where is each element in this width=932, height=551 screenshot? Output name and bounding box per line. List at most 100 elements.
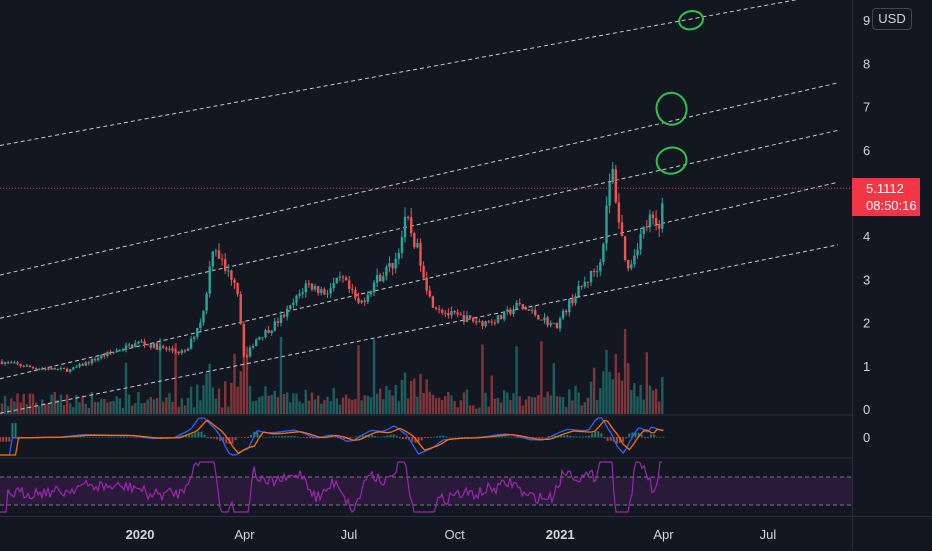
- macd-histogram-bar: [234, 437, 237, 441]
- volume-bar: [320, 403, 323, 414]
- volume-bar: [292, 393, 295, 414]
- volume-bar: [78, 402, 81, 414]
- macd-histogram-bar: [219, 437, 222, 441]
- candle-body: [103, 355, 106, 357]
- macd-histogram-bar: [216, 437, 218, 440]
- candle-body: [78, 364, 81, 367]
- candle-body: [75, 366, 78, 368]
- macd-histogram-bar: [457, 436, 460, 438]
- volume-bar: [425, 379, 428, 414]
- trendline-2[interactable]: [0, 181, 839, 380]
- candle-body: [623, 236, 627, 260]
- candle-body: [475, 321, 478, 323]
- candle-body: [561, 310, 565, 319]
- candle-body: [568, 299, 571, 313]
- volume-bar: [499, 402, 503, 414]
- volume-bar: [236, 386, 239, 414]
- macd-histogram-bar: [309, 437, 311, 439]
- candle-body: [431, 296, 435, 308]
- candle-body: [13, 362, 16, 364]
- annotation-markers[interactable]: [654, 9, 705, 177]
- macd-histogram-bar: [380, 436, 383, 438]
- volume-bar: [41, 399, 44, 414]
- trendline-5[interactable]: [0, 0, 838, 146]
- candle-body: [661, 203, 664, 229]
- trendline-1[interactable]: [0, 244, 839, 414]
- volume-bar: [382, 399, 385, 414]
- volume-bar: [456, 407, 459, 414]
- macd-histogram-bar: [160, 437, 163, 438]
- price-axis[interactable]: [852, 0, 932, 550]
- volume-bar: [193, 407, 196, 414]
- volume-bar: [208, 363, 211, 414]
- trendline-3[interactable]: [0, 129, 839, 319]
- volume-bar: [472, 405, 475, 414]
- macd-histogram-bar: [501, 436, 504, 438]
- volume-bar: [596, 399, 599, 414]
- candle-body: [651, 214, 655, 219]
- volume-bar: [372, 339, 376, 414]
- macd-histogram-bar: [646, 437, 649, 439]
- volume-bar: [267, 395, 270, 414]
- volume-bar: [574, 385, 577, 414]
- volume-bar: [149, 396, 152, 414]
- candle-body: [317, 286, 320, 293]
- volume-bar: [134, 402, 137, 414]
- volume-bar: [25, 404, 28, 414]
- macd-histogram-bar: [436, 436, 439, 438]
- candle-body: [487, 321, 490, 323]
- volume-bar: [282, 393, 286, 414]
- trendline-4[interactable]: [0, 82, 839, 276]
- volume-bar: [543, 397, 546, 414]
- volume-bar: [465, 389, 469, 414]
- macd-histogram-bar: [367, 435, 370, 438]
- candle-body: [332, 283, 335, 289]
- candle-body: [205, 293, 208, 311]
- marker-circle-3[interactable]: [677, 9, 704, 32]
- volume-bar: [174, 342, 177, 414]
- candle-body: [586, 281, 590, 283]
- volume-bar: [558, 396, 562, 414]
- macd-histogram-bar: [299, 437, 302, 438]
- macd-histogram-bar: [352, 437, 355, 438]
- last-price-countdown: 08:50:16: [866, 198, 917, 213]
- candle-body: [251, 346, 255, 348]
- candle-body: [50, 367, 53, 370]
- currency-selector-button[interactable]: USD: [872, 8, 912, 30]
- marker-circle-1[interactable]: [654, 145, 689, 177]
- candle-body: [379, 274, 382, 282]
- trendlines[interactable]: [0, 0, 839, 414]
- volume-bar: [648, 385, 652, 414]
- volume-bar: [496, 397, 500, 414]
- volume-bar: [10, 398, 13, 414]
- volume-bar: [537, 395, 540, 414]
- volume-bar: [518, 396, 521, 414]
- candle-body: [385, 266, 388, 277]
- volume-bar: [506, 392, 509, 414]
- marker-circle-2[interactable]: [654, 90, 690, 128]
- candle-body: [279, 314, 283, 324]
- candle-body: [462, 315, 466, 323]
- candle-body: [552, 323, 555, 325]
- volume-bar: [524, 399, 528, 414]
- candle-body: [255, 339, 258, 347]
- macd-histogram-bar: [265, 437, 268, 438]
- candle-body: [472, 317, 475, 322]
- candle-body: [447, 312, 450, 316]
- volume-bar: [493, 398, 497, 414]
- price-tick-label: 8: [863, 56, 870, 71]
- macd-histogram-bar: [454, 436, 457, 438]
- volume-bar: [369, 397, 373, 414]
- volume-bar: [568, 389, 571, 414]
- volume-bar: [661, 377, 664, 414]
- candle-body: [313, 286, 317, 290]
- macd-histogram-bar: [14, 423, 17, 438]
- volume-bar: [487, 406, 490, 414]
- candle-body: [366, 294, 369, 302]
- candle-body: [580, 286, 583, 288]
- candle-body: [152, 343, 156, 348]
- time-axis[interactable]: [0, 516, 932, 551]
- candle-body: [503, 311, 506, 320]
- candle-body: [630, 264, 633, 269]
